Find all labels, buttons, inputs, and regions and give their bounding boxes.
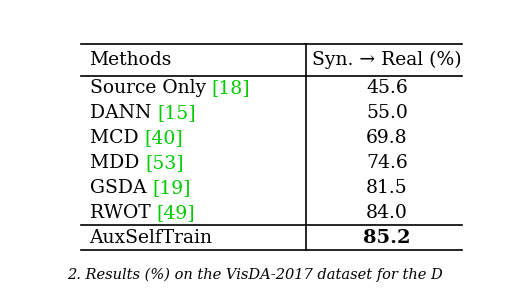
Text: [15]: [15] (157, 104, 196, 122)
Text: MCD: MCD (90, 129, 144, 147)
Text: MDD: MDD (90, 154, 145, 172)
Text: 84.0: 84.0 (366, 204, 408, 222)
Text: Source Only: Source Only (90, 79, 211, 97)
Text: RWOT: RWOT (90, 204, 156, 222)
Text: [49]: [49] (156, 204, 195, 222)
Text: [19]: [19] (152, 179, 191, 197)
Text: Syn. → Real (%): Syn. → Real (%) (312, 51, 461, 69)
Text: 81.5: 81.5 (366, 179, 408, 197)
Text: 69.8: 69.8 (366, 129, 408, 147)
Text: 55.0: 55.0 (366, 104, 408, 122)
Text: 45.6: 45.6 (366, 79, 408, 97)
Text: DANN: DANN (90, 104, 157, 122)
Text: [18]: [18] (211, 79, 250, 97)
Text: Methods: Methods (90, 51, 172, 69)
Text: [53]: [53] (145, 154, 184, 172)
Text: [40]: [40] (144, 129, 183, 147)
Text: 74.6: 74.6 (366, 154, 408, 172)
Text: GSDA: GSDA (90, 179, 152, 197)
Text: 2. Results (%) on the VisDA-2017 dataset for the D: 2. Results (%) on the VisDA-2017 dataset… (67, 268, 443, 282)
Text: 85.2: 85.2 (363, 229, 411, 247)
Text: AuxSelfTrain: AuxSelfTrain (90, 229, 212, 247)
